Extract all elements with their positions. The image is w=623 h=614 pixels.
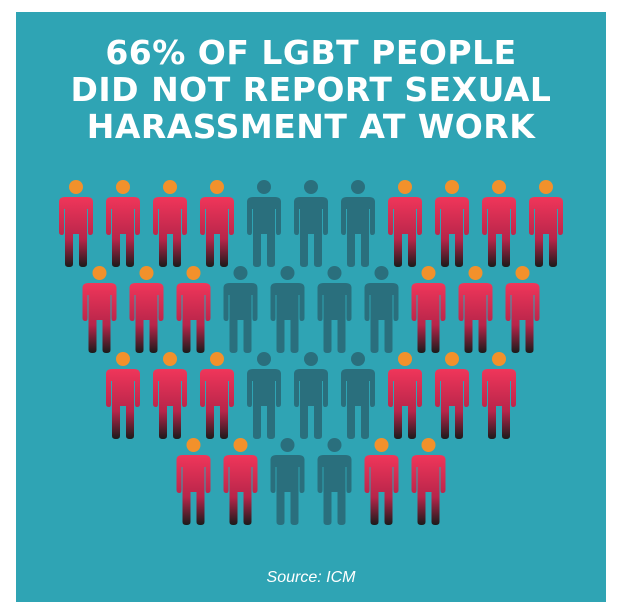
pictogram-grid bbox=[59, 180, 563, 525]
highlighted-person-figure bbox=[388, 352, 422, 439]
highlighted-person-figure bbox=[153, 352, 187, 439]
highlighted-person-figure bbox=[59, 180, 93, 267]
highlighted-person-figure bbox=[435, 352, 469, 439]
muted-person-figure bbox=[270, 438, 305, 525]
muted-person-figure bbox=[294, 352, 328, 439]
muted-person-figure bbox=[223, 266, 258, 353]
infographic-panel: 66% OF LGBT PEOPLE DID NOT REPORT SEXUAL… bbox=[16, 12, 606, 602]
muted-person-figure bbox=[294, 180, 328, 267]
highlighted-person-figure bbox=[153, 180, 187, 267]
title-line-2: DID NOT REPORT SEXUAL bbox=[70, 70, 552, 109]
people-figures bbox=[59, 180, 563, 525]
highlighted-person-figure bbox=[364, 438, 399, 525]
muted-person-figure bbox=[270, 266, 305, 353]
highlighted-person-figure bbox=[176, 266, 211, 353]
highlighted-person-figure bbox=[435, 180, 469, 267]
muted-person-figure bbox=[317, 438, 352, 525]
title-line-1: 66% OF LGBT PEOPLE bbox=[105, 33, 517, 72]
highlighted-person-figure bbox=[106, 352, 140, 439]
muted-person-figure bbox=[341, 352, 375, 439]
highlighted-person-figure bbox=[106, 180, 140, 267]
highlighted-person-figure bbox=[200, 352, 234, 439]
highlighted-person-figure bbox=[223, 438, 258, 525]
title-line-3: HARASSMENT AT WORK bbox=[86, 107, 536, 146]
highlighted-person-figure bbox=[176, 438, 211, 525]
highlighted-person-figure bbox=[411, 438, 446, 525]
highlighted-person-figure bbox=[482, 180, 516, 267]
highlighted-person-figure bbox=[200, 180, 234, 267]
muted-person-figure bbox=[247, 180, 281, 267]
muted-person-figure bbox=[247, 352, 281, 439]
highlighted-person-figure bbox=[482, 352, 516, 439]
highlighted-person-figure bbox=[411, 266, 446, 353]
infographic-title: 66% OF LGBT PEOPLE DID NOT REPORT SEXUAL… bbox=[16, 34, 606, 145]
highlighted-person-figure bbox=[458, 266, 493, 353]
muted-person-figure bbox=[341, 180, 375, 267]
highlighted-person-figure bbox=[129, 266, 164, 353]
highlighted-person-figure bbox=[529, 180, 563, 267]
highlighted-person-figure bbox=[388, 180, 422, 267]
muted-person-figure bbox=[317, 266, 352, 353]
source-caption: Source: ICM bbox=[266, 569, 356, 586]
muted-person-figure bbox=[364, 266, 399, 353]
highlighted-person-figure bbox=[505, 266, 540, 353]
highlighted-person-figure bbox=[82, 266, 117, 353]
